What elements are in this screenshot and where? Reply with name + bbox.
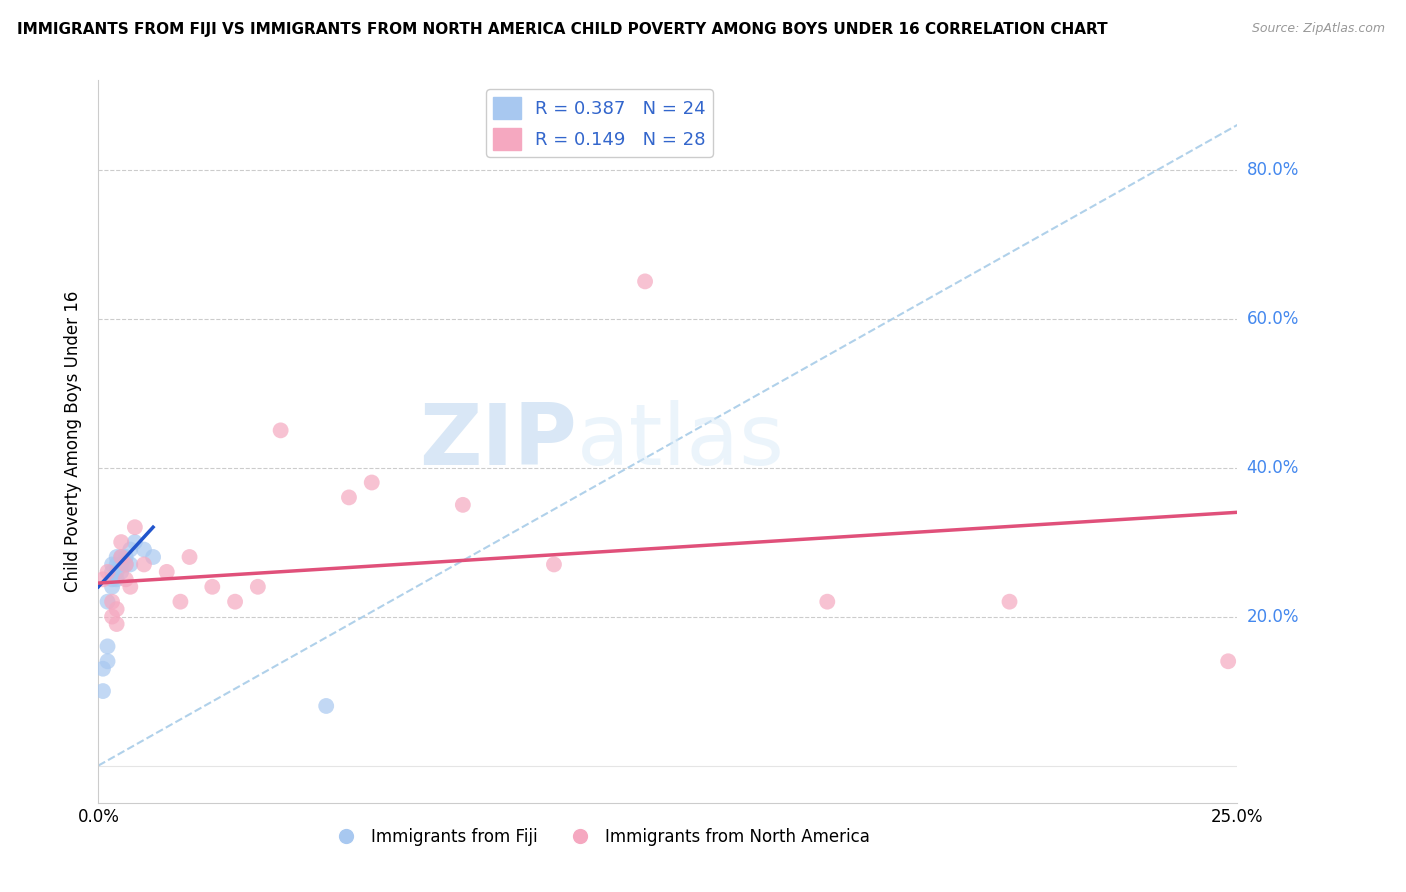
Point bbox=[315, 698, 337, 713]
Point bbox=[270, 423, 292, 437]
Text: 20.0%: 20.0% bbox=[1246, 607, 1299, 625]
Point bbox=[124, 535, 146, 549]
Point bbox=[101, 572, 124, 586]
Point bbox=[1218, 654, 1240, 668]
Point bbox=[132, 542, 155, 557]
Point bbox=[110, 549, 132, 564]
Point bbox=[201, 580, 224, 594]
Text: atlas: atlas bbox=[576, 400, 785, 483]
Point bbox=[120, 558, 142, 572]
Point bbox=[114, 549, 136, 564]
Point bbox=[105, 617, 128, 632]
Y-axis label: Child Poverty Among Boys Under 16: Child Poverty Among Boys Under 16 bbox=[65, 291, 83, 592]
Point bbox=[142, 549, 165, 564]
Text: IMMIGRANTS FROM FIJI VS IMMIGRANTS FROM NORTH AMERICA CHILD POVERTY AMONG BOYS U: IMMIGRANTS FROM FIJI VS IMMIGRANTS FROM … bbox=[17, 22, 1108, 37]
Point bbox=[105, 572, 128, 586]
Text: Source: ZipAtlas.com: Source: ZipAtlas.com bbox=[1251, 22, 1385, 36]
Point bbox=[179, 549, 201, 564]
Point bbox=[110, 549, 132, 564]
Point bbox=[91, 684, 114, 698]
Point bbox=[998, 595, 1021, 609]
Point bbox=[91, 662, 114, 676]
Point bbox=[114, 558, 136, 572]
Point bbox=[91, 572, 114, 586]
Text: ZIP: ZIP bbox=[419, 400, 576, 483]
Point bbox=[96, 640, 118, 654]
Text: 60.0%: 60.0% bbox=[1246, 310, 1299, 327]
Point bbox=[337, 491, 360, 505]
Point bbox=[96, 654, 118, 668]
Point bbox=[96, 565, 118, 579]
Point bbox=[105, 558, 128, 572]
Point bbox=[96, 595, 118, 609]
Point bbox=[120, 542, 142, 557]
Point bbox=[246, 580, 269, 594]
Point bbox=[360, 475, 382, 490]
Point bbox=[105, 549, 128, 564]
Text: 40.0%: 40.0% bbox=[1246, 458, 1299, 476]
Point bbox=[124, 520, 146, 534]
Legend: Immigrants from Fiji, Immigrants from North America: Immigrants from Fiji, Immigrants from No… bbox=[323, 821, 876, 852]
Point bbox=[105, 602, 128, 616]
Point bbox=[110, 535, 132, 549]
Point bbox=[120, 580, 142, 594]
Point bbox=[132, 558, 155, 572]
Text: 80.0%: 80.0% bbox=[1246, 161, 1299, 178]
Point bbox=[101, 565, 124, 579]
Point bbox=[634, 274, 657, 288]
Point bbox=[101, 580, 124, 594]
Point bbox=[815, 595, 838, 609]
Point bbox=[451, 498, 474, 512]
Point bbox=[101, 609, 124, 624]
Point bbox=[114, 558, 136, 572]
Point bbox=[169, 595, 191, 609]
Point bbox=[101, 558, 124, 572]
Point bbox=[110, 565, 132, 579]
Point bbox=[101, 595, 124, 609]
Point bbox=[114, 572, 136, 586]
Point bbox=[110, 558, 132, 572]
Point bbox=[156, 565, 179, 579]
Point bbox=[224, 595, 246, 609]
Point bbox=[105, 565, 128, 579]
Point bbox=[543, 558, 565, 572]
